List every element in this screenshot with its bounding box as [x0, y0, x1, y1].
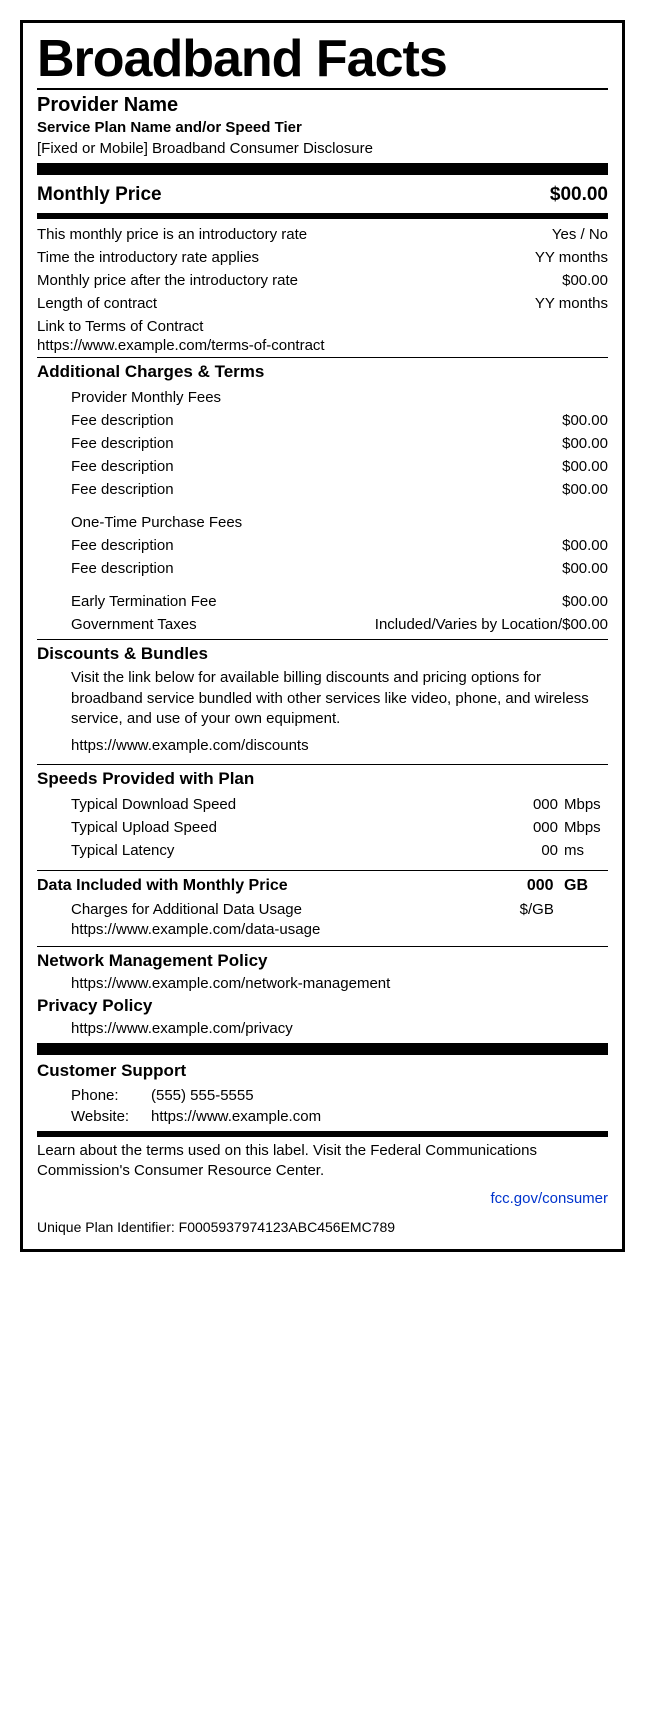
speed-rows: Typical Download Speed000MbpsTypical Upl…: [37, 793, 608, 862]
fee-row: Fee description$00.00: [37, 534, 608, 557]
intro-rate-rows: This monthly price is an introductory ra…: [37, 223, 608, 315]
rule: [37, 357, 608, 358]
netmgmt-heading: Network Management Policy: [37, 951, 608, 971]
intro-row: Time the introductory rate appliesYY mon…: [37, 246, 608, 269]
data-included-row: Data Included with Monthly Price 000 GB: [37, 874, 608, 898]
speeds-heading: Speeds Provided with Plan: [37, 769, 608, 789]
fee-row: Fee description$00.00: [37, 557, 608, 580]
support-web-row: Website: https://www.example.com: [37, 1106, 608, 1127]
discounts-text: Visit the link below for available billi…: [37, 668, 608, 729]
onetime-fees-label: One-Time Purchase Fees: [37, 511, 608, 534]
additional-data-row: Charges for Additional Data Usage $/GB: [37, 898, 608, 921]
rule: [37, 1131, 608, 1137]
discounts-heading: Discounts & Bundles: [37, 644, 608, 664]
rule: [37, 870, 608, 871]
rule: [37, 88, 608, 90]
monthly-price-label: Monthly Price: [37, 184, 540, 206]
terms-link-label: Link to Terms of Contract: [37, 317, 608, 337]
rule: [37, 946, 608, 947]
fcc-link[interactable]: fcc.gov/consumer: [37, 1190, 608, 1207]
etf-row: Early Termination Fee $00.00: [37, 590, 608, 613]
rule: [37, 213, 608, 219]
fee-row: Fee description$00.00: [37, 455, 608, 478]
onetime-fees-list: Fee description$00.00Fee description$00.…: [37, 534, 608, 580]
plan-name: Service Plan Name and/or Speed Tier: [37, 119, 608, 136]
disclosure-type: [Fixed or Mobile] Broadband Consumer Dis…: [37, 140, 608, 157]
intro-row: This monthly price is an introductory ra…: [37, 223, 608, 246]
taxes-row: Government Taxes Included/Varies by Loca…: [37, 613, 608, 636]
data-usage-url[interactable]: https://www.example.com/data-usage: [37, 921, 608, 938]
monthly-price-value: $00.00: [540, 184, 608, 206]
discounts-url[interactable]: https://www.example.com/discounts: [37, 737, 608, 754]
rule: [37, 163, 608, 175]
speed-row: Typical Download Speed000Mbps: [37, 793, 608, 816]
additional-heading: Additional Charges & Terms: [37, 362, 608, 382]
support-heading: Customer Support: [37, 1061, 608, 1081]
privacy-url[interactable]: https://www.example.com/privacy: [37, 1020, 608, 1037]
fee-row: Fee description$00.00: [37, 432, 608, 455]
rule: [37, 1043, 608, 1055]
learn-text: Learn about the terms used on this label…: [37, 1141, 608, 1182]
support-phone-row: Phone: (555) 555-5555: [37, 1085, 608, 1106]
speed-row: Typical Latency00ms: [37, 839, 608, 862]
fee-row: Fee description$00.00: [37, 478, 608, 501]
support-web[interactable]: https://www.example.com: [151, 1108, 321, 1125]
speed-row: Typical Upload Speed000Mbps: [37, 816, 608, 839]
intro-row: Monthly price after the introductory rat…: [37, 269, 608, 292]
provider-monthly-fees-label: Provider Monthly Fees: [37, 386, 608, 409]
unique-plan-identifier: Unique Plan Identifier: F0005937974123AB…: [37, 1219, 608, 1235]
support-phone: (555) 555-5555: [151, 1087, 254, 1104]
terms-link-url[interactable]: https://www.example.com/terms-of-contrac…: [37, 337, 608, 354]
monthly-fees-list: Fee description$00.00Fee description$00.…: [37, 409, 608, 501]
rule: [37, 639, 608, 640]
privacy-heading: Privacy Policy: [37, 996, 608, 1016]
terms-link-block: Link to Terms of Contract https://www.ex…: [37, 317, 608, 354]
netmgmt-url[interactable]: https://www.example.com/network-manageme…: [37, 975, 608, 992]
fee-row: Fee description$00.00: [37, 409, 608, 432]
broadband-label: Broadband Facts Provider Name Service Pl…: [20, 20, 625, 1252]
monthly-price-row: Monthly Price $00.00: [37, 181, 608, 209]
intro-row: Length of contractYY months: [37, 292, 608, 315]
provider-name: Provider Name: [37, 94, 608, 117]
main-title: Broadband Facts: [37, 33, 608, 85]
rule: [37, 764, 608, 765]
